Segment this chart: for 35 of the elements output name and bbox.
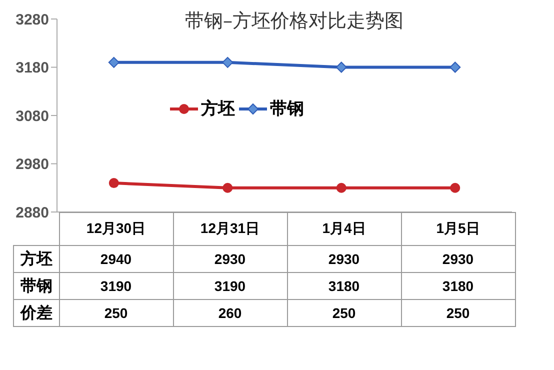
text: 价差 — [14, 300, 59, 326]
x-tick-label: 12月31日 — [173, 212, 287, 246]
point — [336, 182, 346, 193]
text: 260 — [173, 300, 287, 326]
legend-label: 带钢 — [270, 98, 304, 120]
y-tick-label: 3080 — [16, 108, 49, 125]
point — [450, 62, 461, 73]
point — [336, 62, 347, 73]
point — [222, 56, 234, 68]
text: 250 — [401, 300, 515, 326]
data-label: 3190 — [173, 272, 287, 300]
data-label: 2930 — [287, 246, 401, 272]
text: 250 — [287, 300, 401, 326]
data-label: 2930 — [401, 246, 515, 272]
text: 250 — [59, 300, 173, 326]
text: 方坯 — [20, 248, 52, 268]
x-tick-label: 1月5日 — [401, 212, 515, 246]
y-tick-label: 2980 — [16, 156, 49, 174]
data-label: 3190 — [59, 272, 173, 300]
legend-label: 方坯 — [201, 98, 235, 120]
point — [108, 178, 119, 188]
y-tick-label: 3180 — [16, 60, 49, 77]
data-label: 2930 — [173, 246, 287, 272]
point — [108, 56, 120, 68]
data-label: 2940 — [59, 246, 173, 272]
x-tick-label: 1月4日 — [287, 212, 401, 246]
y-tick-label: 2880 — [16, 204, 49, 222]
y-tick-label: 3280 — [16, 11, 49, 28]
point — [222, 182, 233, 193]
chart-title: 带钢–方坯价格对比走势图 — [185, 9, 404, 34]
point — [450, 182, 460, 193]
text: 带钢 — [20, 276, 52, 294]
x-tick-label: 12月30日 — [59, 212, 173, 246]
data-label: 3180 — [287, 272, 401, 300]
data-label: 3180 — [401, 272, 515, 300]
